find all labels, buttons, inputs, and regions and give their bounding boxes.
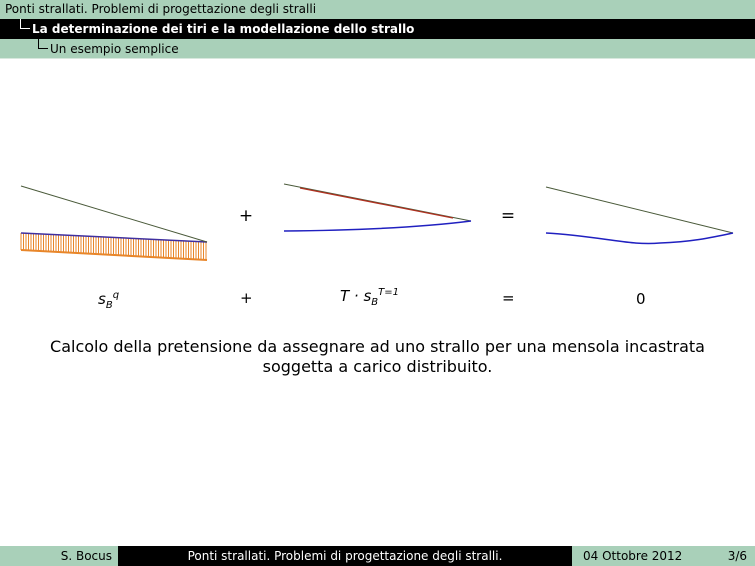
caption: Calcolo della pretensione da assegnare a… <box>0 337 755 377</box>
frame-title: Un esempio semplice <box>50 42 179 56</box>
header-frame[interactable]: Un esempio semplice <box>0 39 755 59</box>
footer-title-text: Ponti strallati. Problemi di progettazio… <box>187 549 503 563</box>
subsection-title: La determinazione dei tiri e la modellaz… <box>32 22 415 36</box>
equals-operator: = <box>501 206 515 226</box>
footer-author[interactable]: S. Bocus <box>0 546 118 566</box>
term-sbq: sBq <box>98 290 120 311</box>
page-number[interactable]: 3/6 <box>727 549 747 563</box>
tree-connector-icon <box>38 39 48 49</box>
plus-operator: + <box>239 206 253 226</box>
tree-connector-icon <box>20 19 30 29</box>
footer-info: 04 Ottobre 2012 3/6 <box>572 546 755 566</box>
author-text: S. Bocus <box>60 549 112 563</box>
load-bottom-edge <box>20 249 208 261</box>
footer-title[interactable]: Ponti strallati. Problemi di progettazio… <box>118 546 572 566</box>
cable-1 <box>20 185 208 243</box>
cable-2-tension <box>299 187 454 219</box>
cable-3 <box>545 186 734 234</box>
equals-operator: = <box>502 289 515 307</box>
beam-2 <box>283 220 472 232</box>
section-title: Ponti strallati. Problemi di progettazio… <box>5 2 317 16</box>
header-section[interactable]: Ponti strallati. Problemi di progettazio… <box>0 0 755 19</box>
caption-line-2: soggetta a carico distribuito. <box>262 357 493 376</box>
caption-line-1: Calcolo della pretensione da assegnare a… <box>50 337 705 356</box>
distributed-load-hatch <box>20 233 207 260</box>
cantilever-diagrams: + = <box>20 183 734 261</box>
header-subsection[interactable]: La determinazione dei tiri e la modellaz… <box>0 19 755 39</box>
result-zero: 0 <box>636 290 646 308</box>
plus-operator: + <box>240 289 253 307</box>
footer-date: 04 Ottobre 2012 <box>583 549 683 563</box>
term-t-sbt1: T · sBT=1 <box>340 287 400 308</box>
beam-3 <box>545 232 734 245</box>
beam-1 <box>20 232 208 243</box>
